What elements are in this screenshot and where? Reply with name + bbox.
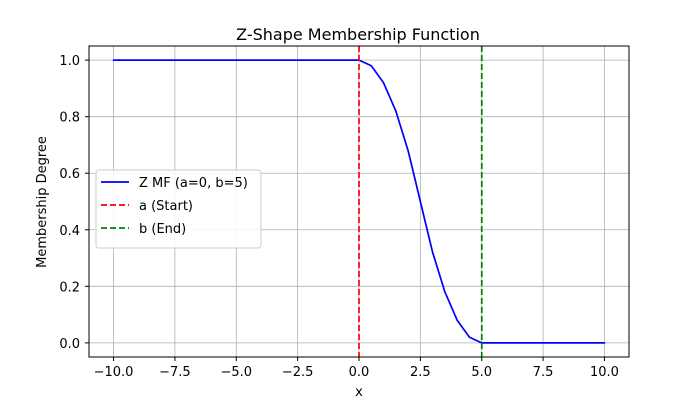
series-line	[112, 59, 606, 344]
legend-label: Z MF (a=0, b=5)	[139, 176, 248, 191]
y-tick-label: 0.2	[59, 280, 80, 295]
ticks: −10.0 −7.5 −5.0 −2.5 0.0 2.5 5.0 7.5 10.0 0.0 0.2 0…	[59, 54, 619, 380]
y-tick-label: 0.0	[59, 337, 80, 352]
x-tick-label: −10.0	[94, 365, 134, 380]
chart-title: Z-Shape Membership Function	[236, 25, 480, 44]
x-tick-label: 0.0	[349, 365, 370, 380]
x-tick-label: 5.0	[471, 365, 492, 380]
legend-label: a (Start)	[139, 199, 193, 214]
y-tick-label: 0.4	[59, 224, 80, 239]
y-tick-label: 0.8	[59, 111, 80, 126]
x-tick-label: 7.5	[533, 365, 554, 380]
y-axis-label: Membership Degree	[35, 136, 50, 268]
x-tick-label: −7.5	[159, 365, 191, 380]
x-tick-label: 2.5	[410, 365, 431, 380]
legend-label: b (End)	[139, 222, 186, 237]
y-tick-label: 0.6	[59, 167, 80, 182]
x-axis-label: x	[355, 385, 363, 400]
series-layer	[112, 46, 606, 357]
x-tick-label: −5.0	[220, 365, 252, 380]
legend-box	[95, 169, 262, 249]
x-tick-label: −2.5	[282, 365, 314, 380]
y-tick-label: 1.0	[59, 54, 80, 69]
x-tick-label: 10.0	[590, 365, 619, 380]
legend: Z MF (a=0, b=5) a (Start) b (End)	[95, 169, 262, 249]
